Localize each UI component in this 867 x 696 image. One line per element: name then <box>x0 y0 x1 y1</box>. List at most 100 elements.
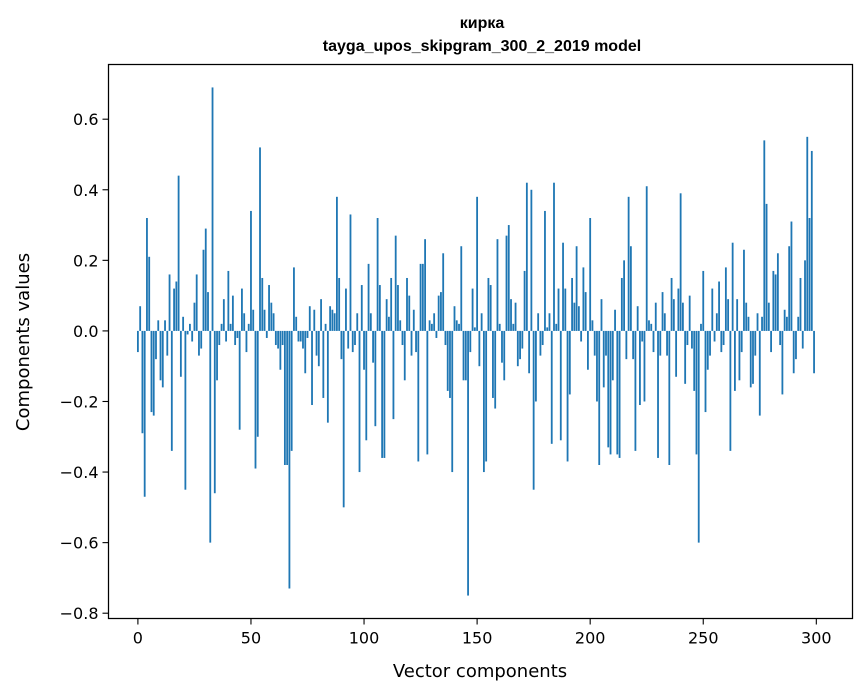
x-axis-ticks: 0 50 100 150 200 250 300 <box>133 618 832 648</box>
bar <box>559 330 562 441</box>
bar <box>263 309 266 331</box>
bar <box>779 330 782 346</box>
bar <box>510 299 512 331</box>
bar <box>582 267 585 331</box>
bar <box>736 299 739 331</box>
bar <box>747 316 750 331</box>
bar <box>216 330 218 381</box>
bar <box>684 330 687 384</box>
bar <box>369 313 372 331</box>
bar <box>718 281 720 331</box>
bar <box>358 330 361 473</box>
bar <box>810 150 813 331</box>
bar <box>141 330 144 434</box>
bar <box>611 330 614 381</box>
bar <box>566 330 569 462</box>
bar <box>643 330 646 402</box>
bar <box>494 330 497 409</box>
bar <box>256 330 259 437</box>
bar <box>616 330 619 455</box>
bar <box>410 330 413 356</box>
bar <box>652 330 655 353</box>
bar <box>164 320 166 331</box>
bar <box>555 323 558 331</box>
bar <box>672 299 675 331</box>
bar <box>378 285 381 331</box>
bar <box>213 330 216 494</box>
y-tick-label: 0.2 <box>73 251 98 270</box>
bar <box>460 246 463 331</box>
bar <box>385 299 388 331</box>
bar <box>428 320 431 331</box>
bar <box>763 140 766 331</box>
bar <box>473 327 476 331</box>
y-tick-label: 0.0 <box>73 322 98 341</box>
bar <box>295 316 298 331</box>
bar <box>148 256 151 331</box>
bar <box>562 242 564 331</box>
bar <box>351 330 354 353</box>
bar <box>634 330 637 451</box>
bar <box>229 323 232 331</box>
bar <box>241 288 243 331</box>
bar <box>799 277 802 331</box>
bar <box>331 309 334 331</box>
bar <box>326 330 329 423</box>
x-axis-label: Vector components <box>393 661 567 682</box>
bar <box>489 285 492 331</box>
bar <box>277 330 280 349</box>
bar <box>609 330 612 455</box>
bar <box>324 323 327 331</box>
bar <box>788 246 791 331</box>
bar <box>657 330 659 458</box>
y-tick-label: −0.2 <box>60 392 99 411</box>
bar <box>236 330 239 338</box>
bar <box>623 260 625 331</box>
bar <box>620 277 623 331</box>
bar <box>498 323 501 331</box>
bar <box>507 225 510 331</box>
bar <box>406 277 408 331</box>
bar <box>170 330 173 451</box>
bar <box>492 330 494 398</box>
bar <box>293 267 295 331</box>
bar <box>433 313 436 331</box>
bar <box>268 285 270 331</box>
bar <box>279 330 282 370</box>
bar <box>519 330 521 360</box>
bar <box>695 330 698 455</box>
bar <box>254 330 257 469</box>
bar <box>648 320 650 331</box>
bar <box>161 330 164 388</box>
bar <box>521 330 524 349</box>
bar <box>731 242 734 331</box>
bar <box>639 330 641 406</box>
bar <box>722 330 725 346</box>
bar <box>523 270 526 331</box>
bar <box>650 323 653 331</box>
bar <box>478 330 481 367</box>
bar <box>546 327 549 331</box>
y-tick-label: 0.4 <box>73 181 98 200</box>
bar <box>781 330 784 395</box>
bar <box>202 249 205 331</box>
bar <box>618 330 621 458</box>
bar <box>383 330 386 458</box>
bar <box>336 196 338 331</box>
bar <box>797 316 800 331</box>
bar <box>143 330 146 497</box>
bar <box>184 330 187 490</box>
bar <box>397 285 399 331</box>
bar <box>774 274 777 331</box>
bar <box>487 277 490 331</box>
bar <box>598 330 601 465</box>
bar <box>535 330 537 402</box>
bar <box>374 330 377 427</box>
bar <box>245 330 248 353</box>
bar <box>573 302 576 331</box>
bar <box>539 330 542 356</box>
bar <box>308 306 311 331</box>
bar <box>342 330 345 508</box>
bar <box>605 330 607 356</box>
